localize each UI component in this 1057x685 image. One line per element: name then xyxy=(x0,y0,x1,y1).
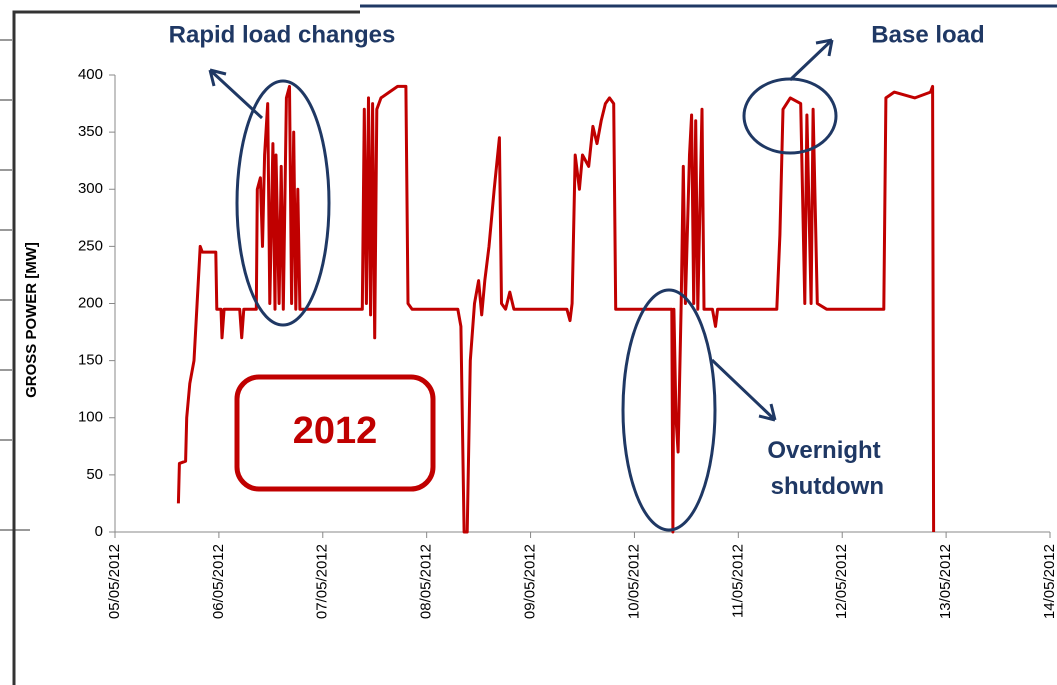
frame xyxy=(12,10,360,685)
x-tick-label: 11/05/2012 xyxy=(729,544,746,618)
x-tick-label: 10/05/2012 xyxy=(625,544,642,619)
window-edge xyxy=(0,39,30,531)
y-tick-label: 250 xyxy=(78,237,103,254)
y-tick-label: 100 xyxy=(78,409,103,426)
annotation-shapes xyxy=(208,38,838,532)
x-tick-label: 09/05/2012 xyxy=(522,544,539,619)
y-tick-label: 300 xyxy=(78,180,103,197)
y-tick-label: 350 xyxy=(78,123,103,140)
x-tick-label: 05/05/2012 xyxy=(106,544,123,619)
x-tick-label: 14/05/2012 xyxy=(1041,544,1057,619)
x-tick-label: 06/05/2012 xyxy=(210,544,227,619)
line-series xyxy=(176,84,936,534)
year-label: 2012 xyxy=(293,410,378,452)
annotation: Base load xyxy=(871,21,984,48)
y-axis-label: GROSS POWER [MW] xyxy=(23,242,40,398)
x-tick-label: 13/05/2012 xyxy=(937,544,954,619)
annotation: Rapid load changes xyxy=(169,21,396,48)
y-tick-label: 0 xyxy=(95,523,103,540)
y-tick-label: 200 xyxy=(78,294,103,311)
x-tick-label: 08/05/2012 xyxy=(418,544,435,619)
y-tick-label: 400 xyxy=(78,66,103,83)
x-tick-label: 07/05/2012 xyxy=(314,544,331,619)
annotation: Overnight shutdown xyxy=(764,437,884,500)
y-tick-label: 50 xyxy=(86,466,103,483)
x-tick-label: 12/05/2012 xyxy=(833,544,850,619)
y-tick-label: 150 xyxy=(78,352,103,369)
year-box xyxy=(234,374,436,492)
